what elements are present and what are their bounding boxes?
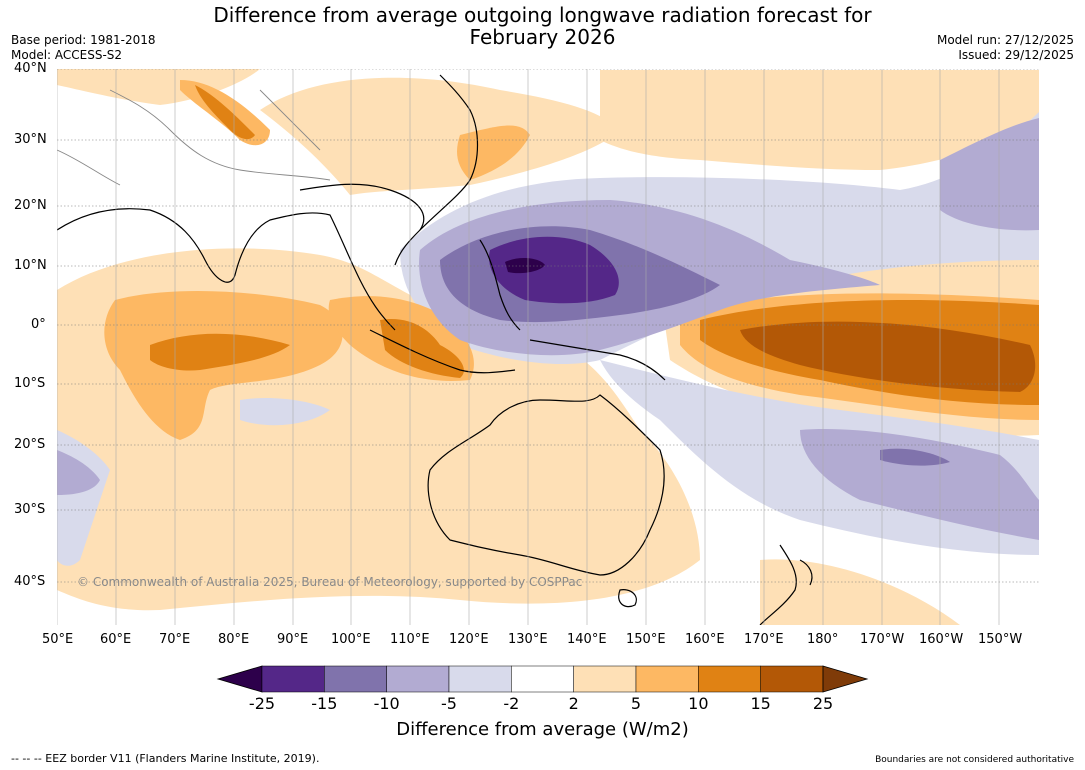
map-title: Difference from average outgoing longwav… bbox=[0, 4, 1085, 48]
colorbar-segment bbox=[573, 665, 637, 693]
colorbar-tick-label: 2 bbox=[568, 694, 579, 713]
lat-label: 10°S bbox=[14, 376, 46, 391]
colorbar-tick-label: -2 bbox=[503, 694, 520, 713]
lon-label: 50°E bbox=[42, 632, 74, 647]
colorbar-tick-label: -25 bbox=[248, 694, 276, 713]
lat-label: 30°S bbox=[14, 502, 46, 517]
colorbar-segment bbox=[698, 665, 761, 693]
lon-label: 90°E bbox=[277, 632, 309, 647]
colorbar-tick-label: -5 bbox=[441, 694, 457, 713]
lat-label: 40°N bbox=[14, 61, 47, 76]
colorbar-label: Difference from average (W/m2) bbox=[396, 719, 689, 740]
issued-date: Issued: 29/12/2025 bbox=[958, 48, 1074, 62]
coastlines bbox=[57, 74, 813, 625]
lon-label: 150°E bbox=[626, 632, 666, 647]
colorbar-extend-high bbox=[822, 665, 869, 693]
lon-label: 140°E bbox=[567, 632, 607, 647]
lon-label: 160°W bbox=[919, 632, 964, 647]
lon-label: 180° bbox=[807, 632, 839, 647]
colorbar-segment bbox=[760, 665, 824, 693]
colorbar-tick-label: -10 bbox=[373, 694, 400, 713]
lat-label: 20°S bbox=[14, 437, 46, 452]
lat-label: 20°N bbox=[14, 198, 47, 213]
colorbar-extend-low bbox=[216, 665, 263, 693]
base-period: Base period: 1981-2018 bbox=[11, 33, 156, 47]
graticule bbox=[57, 69, 1039, 583]
anomaly-minus-15-25 bbox=[489, 236, 619, 304]
lat-label: 10°N bbox=[14, 258, 47, 273]
model-run: Model run: 27/12/2025 bbox=[936, 33, 1074, 47]
lon-label: 130°E bbox=[508, 632, 548, 647]
lon-label: 60°E bbox=[100, 632, 132, 647]
map-field bbox=[57, 69, 1039, 625]
lon-label: 120°E bbox=[449, 632, 489, 647]
lon-label: 110°E bbox=[390, 632, 430, 647]
title-line-2: February 2026 bbox=[469, 25, 616, 49]
anomaly-below-minus-25 bbox=[505, 258, 545, 274]
colorbar-tick-label: 25 bbox=[812, 694, 834, 713]
colorbar-tick-label: 10 bbox=[688, 694, 709, 713]
colorbar-segment bbox=[511, 665, 574, 693]
title-line-1: Difference from average outgoing longwav… bbox=[213, 3, 872, 27]
lon-label: 150°W bbox=[978, 632, 1023, 647]
colorbar-segment bbox=[261, 665, 325, 693]
boundaries-disclaimer: Boundaries are not considered authoritat… bbox=[875, 755, 1074, 765]
lat-label: 0° bbox=[31, 317, 46, 332]
anomaly-15-25 bbox=[740, 321, 1036, 392]
colorbar-tick-label: -15 bbox=[311, 694, 338, 713]
colorbar-tick-label: 5 bbox=[630, 694, 642, 713]
meridians bbox=[57, 69, 1000, 625]
lon-label: 170°W bbox=[860, 632, 905, 647]
lon-label: 100°E bbox=[331, 632, 371, 647]
colorbar-segment bbox=[635, 665, 699, 693]
lon-label: 170°E bbox=[744, 632, 784, 647]
lon-label: 160°E bbox=[685, 632, 725, 647]
lon-label: 70°E bbox=[159, 632, 191, 647]
copyright-notice: © Commonwealth of Australia 2025, Bureau… bbox=[77, 575, 583, 589]
borders bbox=[57, 89, 331, 186]
colorbar-segment bbox=[448, 665, 512, 693]
model-name: Model: ACCESS-S2 bbox=[11, 48, 123, 62]
eez-legend: -- -- -- EEZ border V11 (Flanders Marine… bbox=[11, 752, 320, 765]
colorbar-segment bbox=[386, 665, 450, 693]
colorbar-segment bbox=[324, 665, 387, 693]
lat-label: 30°N bbox=[14, 132, 47, 147]
lat-label: 40°S bbox=[14, 574, 46, 589]
colorbar-tick-label: 15 bbox=[750, 694, 771, 713]
lon-label: 80°E bbox=[218, 632, 250, 647]
